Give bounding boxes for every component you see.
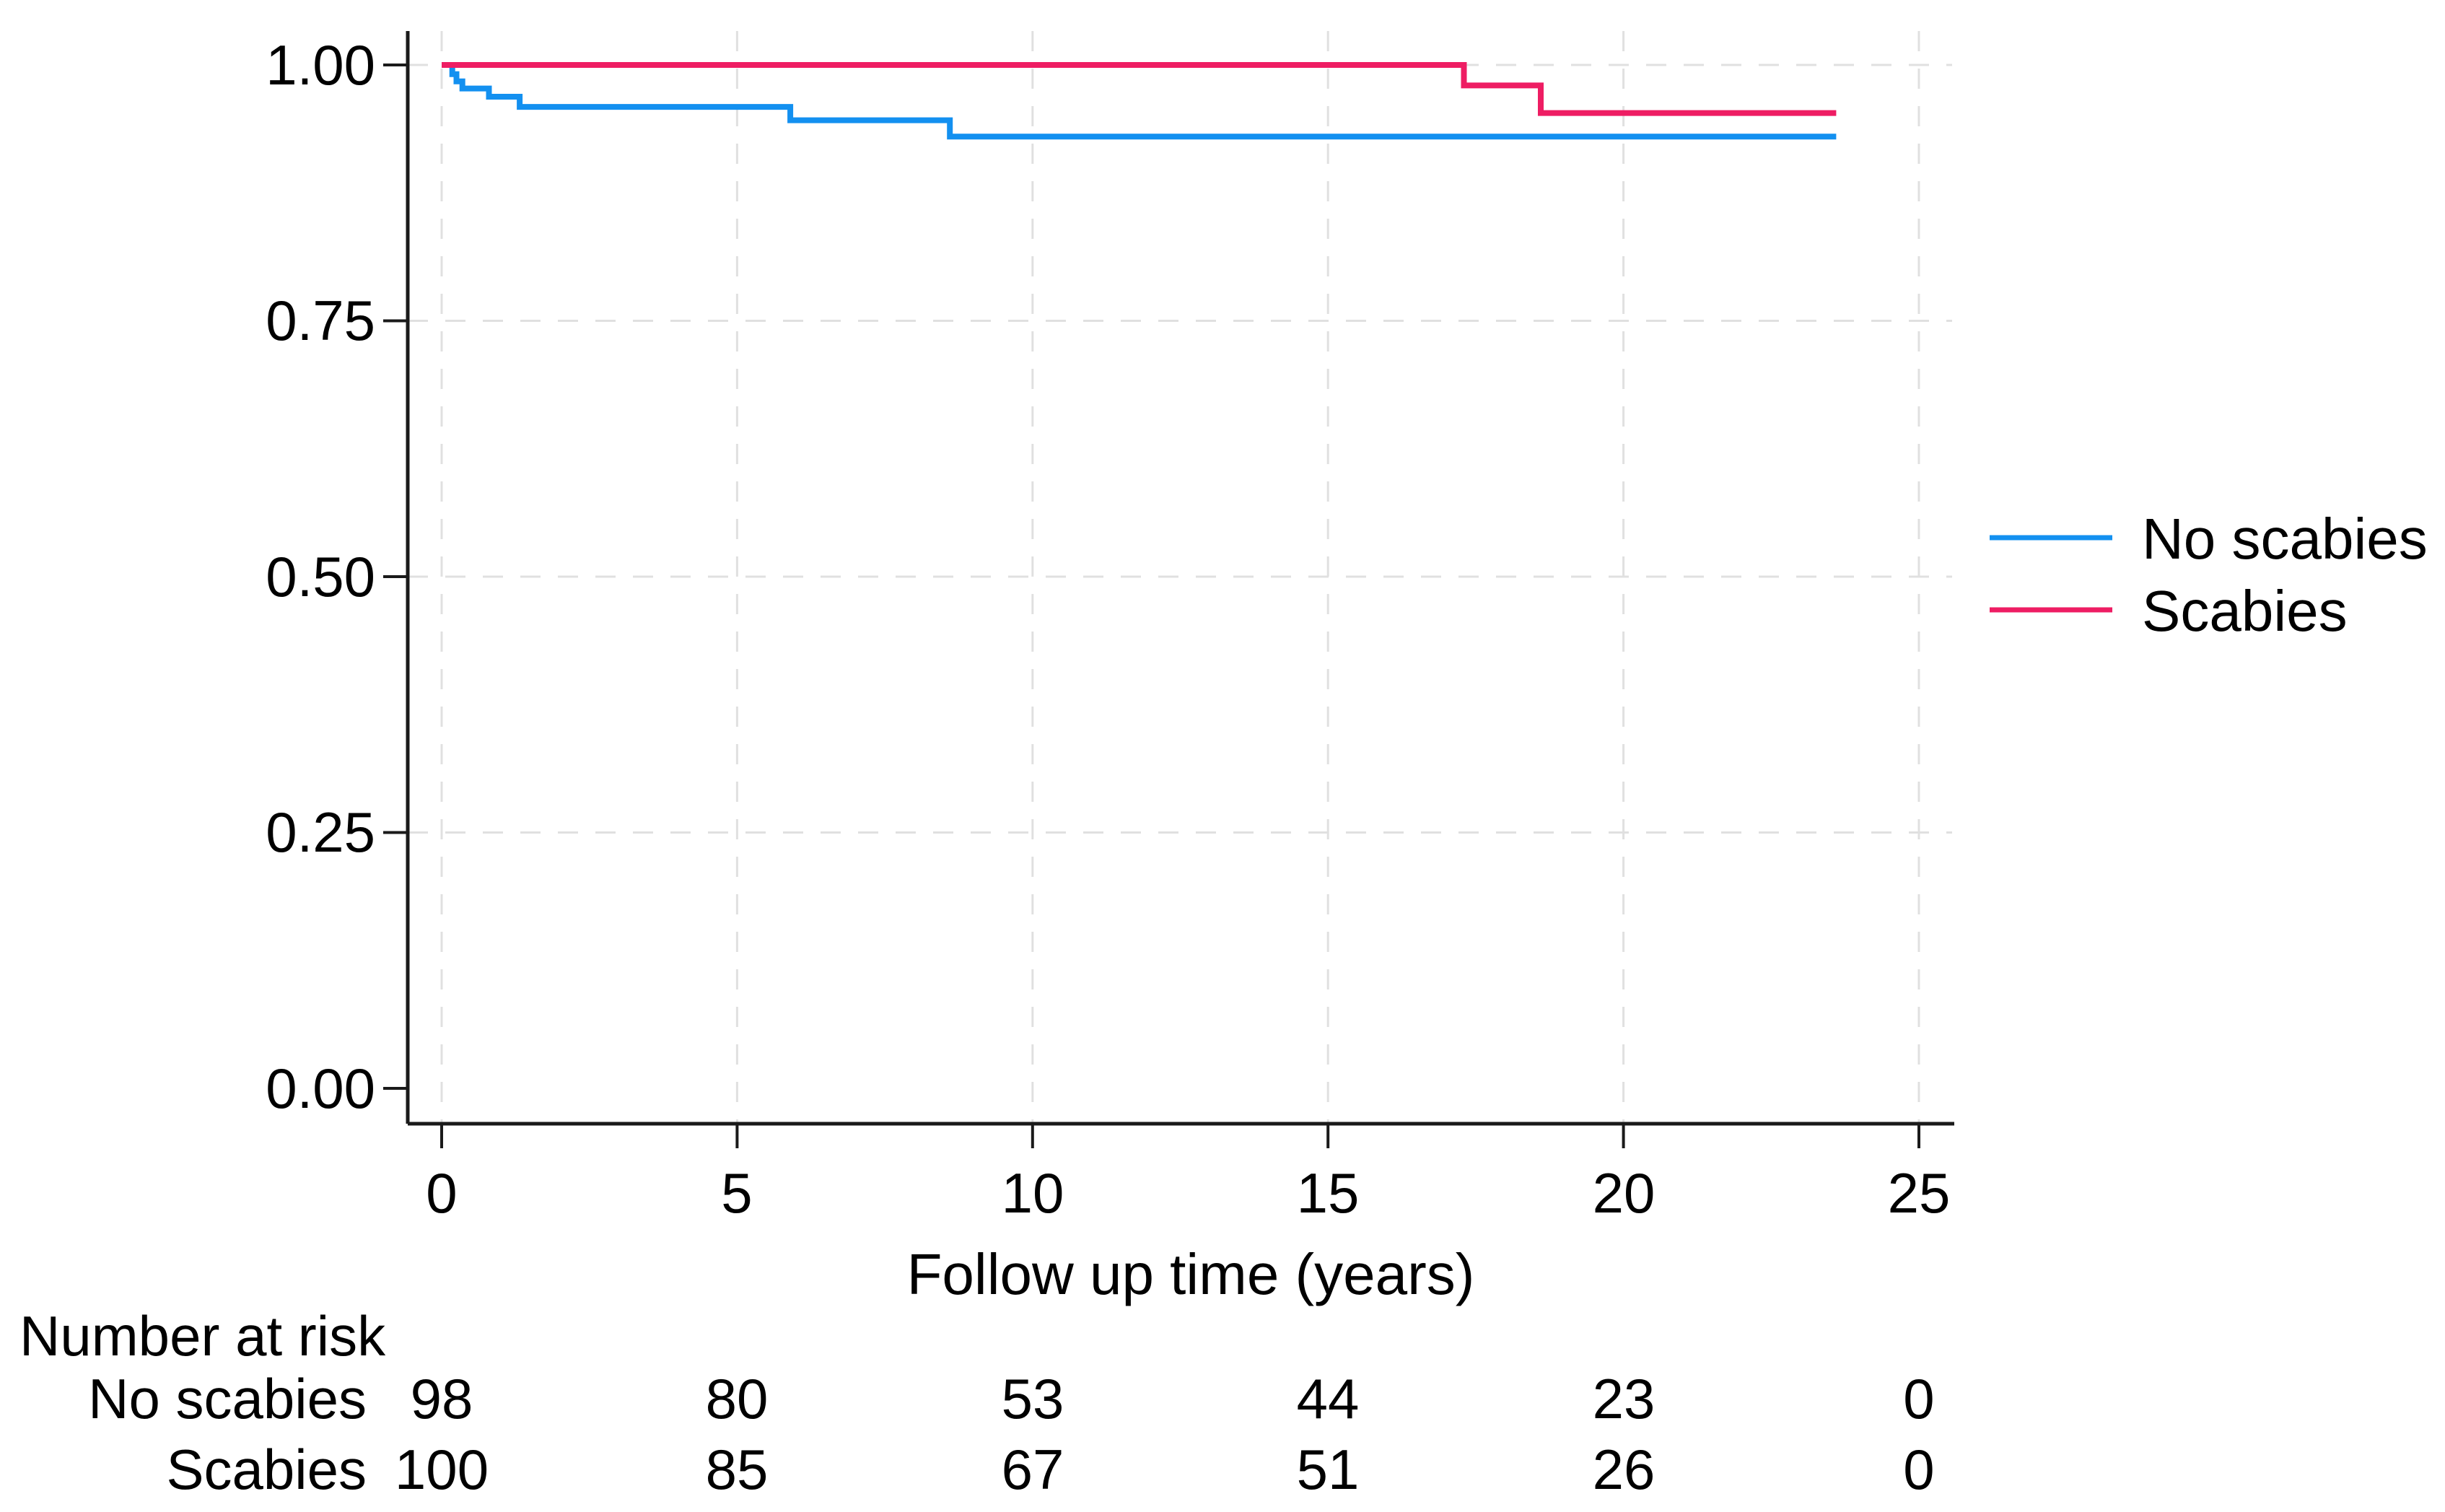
y-tick-label-1.00: 1.00 bbox=[266, 33, 375, 97]
risk-value: 80 bbox=[705, 1367, 769, 1430]
legend-line-scabies bbox=[1990, 607, 2112, 613]
risk-row-label-scabies: Scabies bbox=[166, 1438, 367, 1501]
x-tick-label-0: 0 bbox=[426, 1161, 458, 1225]
risk-value: 98 bbox=[410, 1367, 473, 1430]
risk-value: 51 bbox=[1296, 1438, 1360, 1501]
y-tick-label-0.25: 0.25 bbox=[266, 800, 375, 864]
risk-value: 100 bbox=[394, 1438, 489, 1501]
km-curve-no-scabies bbox=[442, 62, 1837, 140]
risk-value: 67 bbox=[1001, 1438, 1064, 1501]
risk-value: 23 bbox=[1592, 1367, 1655, 1430]
risk-value: 26 bbox=[1592, 1438, 1655, 1501]
x-tick-label-20: 20 bbox=[1592, 1161, 1655, 1225]
x-axis-title: Follow up time (years) bbox=[906, 1242, 1475, 1306]
risk-value: 0 bbox=[1903, 1438, 1935, 1501]
x-tick-label-25: 25 bbox=[1887, 1161, 1951, 1225]
risk-value: 44 bbox=[1296, 1367, 1360, 1430]
risk-value: 85 bbox=[705, 1438, 769, 1501]
legend-line-no-scabies bbox=[1990, 535, 2112, 541]
km-curve-scabies bbox=[442, 62, 1837, 116]
x-tick-label-5: 5 bbox=[721, 1161, 753, 1225]
y-tick-label-0.00: 0.00 bbox=[266, 1057, 375, 1120]
risk-table-title: Number at risk bbox=[19, 1304, 386, 1368]
risk-value: 0 bbox=[1903, 1367, 1935, 1430]
y-tick-label-0.75: 0.75 bbox=[266, 289, 375, 352]
legend-label-no-scabies: No scabies bbox=[2142, 507, 2428, 571]
risk-row-label-no-scabies: No scabies bbox=[88, 1367, 367, 1430]
risk-value: 53 bbox=[1001, 1367, 1064, 1430]
x-tick-label-10: 10 bbox=[1001, 1161, 1064, 1225]
x-tick-label-15: 15 bbox=[1296, 1161, 1360, 1225]
legend-label-scabies: Scabies bbox=[2142, 579, 2348, 643]
y-tick-label-0.50: 0.50 bbox=[266, 545, 375, 608]
